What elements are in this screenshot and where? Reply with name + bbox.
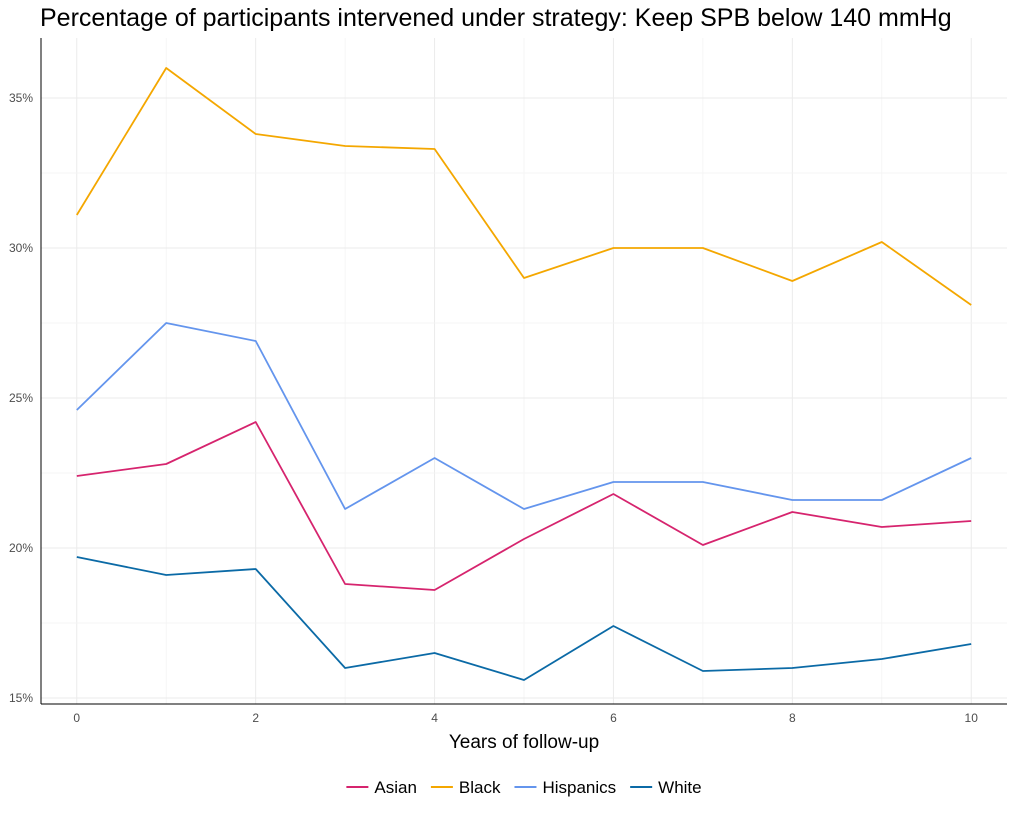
legend-label-asian: Asian	[374, 778, 417, 797]
legend-label-hispanics: Hispanics	[542, 778, 616, 797]
legend-item-asian: Asian	[346, 778, 417, 797]
y-tick-label: 25%	[9, 391, 33, 405]
series-line-white	[76, 556, 972, 681]
y-tick-label: 15%	[9, 691, 33, 705]
axes	[40, 38, 1007, 705]
x-tick-label: 0	[73, 711, 80, 725]
legend-label-black: Black	[459, 778, 501, 797]
x-tick-label: 6	[610, 711, 617, 725]
series-line-hispanics	[76, 322, 972, 510]
legend-item-white: White	[630, 778, 702, 797]
chart-title: Percentage of participants intervened un…	[40, 4, 952, 32]
legend: Asian Black Hispanics White	[346, 778, 702, 797]
series-line-black	[76, 67, 972, 306]
gridlines	[41, 38, 1007, 704]
x-axis-title: Years of follow-up	[449, 732, 599, 753]
tick-labels: 0 2 4 6 8 10 15% 20% 25% 30% 35%	[9, 91, 978, 725]
series-lines	[76, 67, 972, 681]
legend-label-white: White	[658, 778, 701, 797]
x-tick-label: 10	[965, 711, 979, 725]
series-line-asian	[76, 421, 972, 591]
x-tick-label: 8	[789, 711, 796, 725]
x-tick-label: 2	[252, 711, 259, 725]
legend-item-black: Black	[430, 778, 501, 797]
legend-item-hispanics: Hispanics	[514, 778, 616, 797]
y-tick-label: 35%	[9, 91, 33, 105]
x-tick-label: 4	[431, 711, 438, 725]
y-tick-label: 30%	[9, 241, 33, 255]
y-tick-label: 20%	[9, 541, 33, 555]
